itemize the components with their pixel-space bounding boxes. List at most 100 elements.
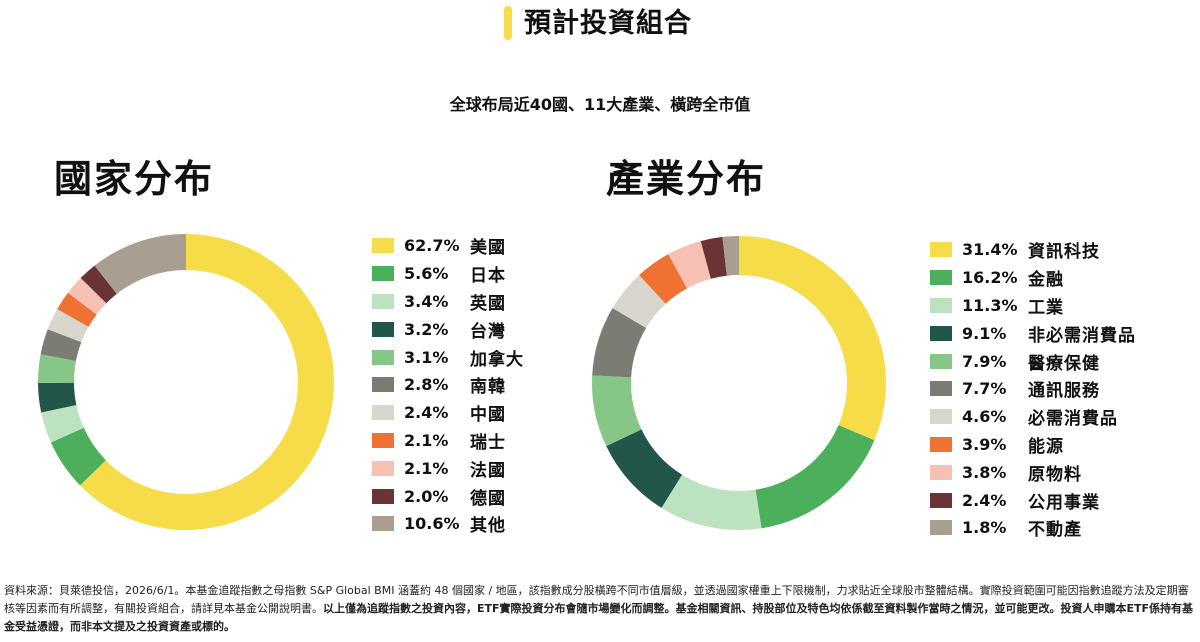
industry-legend-swatch (930, 325, 952, 341)
country-chart-title: 國家分布 (54, 157, 215, 201)
industry-legend-item: 9.1% 非必需消費品 (930, 319, 1136, 347)
industry-slice-0 (739, 236, 886, 441)
country-legend-swatch (372, 321, 394, 337)
footnote-source: 資料來源：貝萊德投信，2026/6/1。本基金追蹤指數之母指數 S&P Glob… (4, 584, 1189, 615)
country-legend-percent: 2.4% (404, 403, 449, 423)
country-legend-percent: 10.6% (404, 514, 460, 534)
country-legend-swatch (372, 293, 394, 309)
industry-legend-item: 11.3% 工業 (930, 292, 1136, 320)
industry-legend-label: 通訊服務 (1028, 381, 1100, 402)
country-legend-percent: 2.1% (404, 458, 449, 478)
country-legend-percent: 3.4% (404, 291, 449, 311)
industry-legend-swatch (930, 297, 952, 313)
industry-slice-7 (639, 254, 688, 304)
industry-legend-percent: 7.7% (962, 379, 1007, 399)
industry-legend-item: 3.9% 能源 (930, 431, 1136, 459)
industry-legend-label: 能源 (1028, 436, 1064, 457)
country-legend-swatch (372, 266, 394, 282)
country-legend-item: 5.6% 日本 (372, 260, 524, 288)
industry-slice-3 (606, 429, 683, 508)
country-legend-label: 法國 (470, 460, 506, 481)
industry-legend-percent: 16.2% (962, 268, 1018, 288)
country-legend-swatch (372, 432, 394, 448)
country-slice-10 (94, 234, 186, 294)
country-legend-swatch (372, 516, 394, 532)
industry-slice-5 (592, 308, 647, 378)
industry-legend-item: 7.9% 醫療保健 (930, 347, 1136, 375)
footnote-disclaimer: 以上僅為追蹤指數之投資內容，ETF實際投資分布會隨市場變化而調整。基金相關資訊、… (4, 602, 1194, 633)
country-slice-9 (80, 265, 117, 304)
industry-legend-percent: 11.3% (962, 295, 1018, 315)
country-slice-6 (47, 309, 89, 343)
country-legend-label: 中國 (470, 405, 506, 426)
country-legend-item: 3.2% 台灣 (372, 315, 524, 343)
country-legend-percent: 2.0% (404, 486, 449, 506)
industry-legend-item: 16.2% 金融 (930, 264, 1136, 292)
country-legend-percent: 2.8% (404, 375, 449, 395)
country-legend-percent: 2.1% (404, 430, 449, 450)
country-legend-swatch (372, 377, 394, 393)
title-accent-bar (504, 6, 512, 40)
country-legend-swatch (372, 488, 394, 504)
country-legend-percent: 62.7% (404, 236, 460, 256)
industry-legend-label: 金融 (1028, 270, 1064, 291)
country-slice-5 (40, 329, 82, 362)
page-title: 預計投資組合 (524, 8, 692, 39)
industry-legend-percent: 4.6% (962, 407, 1007, 427)
industry-legend-swatch (930, 464, 952, 480)
industry-legend-swatch (930, 436, 952, 452)
industry-legend-item: 1.8% 不動產 (930, 514, 1136, 542)
industry-slice-9 (700, 236, 727, 279)
country-legend-label: 瑞士 (470, 432, 506, 453)
page-header: 預計投資組合 (0, 4, 1200, 44)
industry-legend-percent: 3.9% (962, 434, 1007, 454)
country-legend-percent: 3.1% (404, 347, 449, 367)
industry-legend: 31.4% 資訊科技 16.2% 金融 11.3% 工業 9.1% 非必需消費品 7.9% 醫療保… (930, 236, 1136, 542)
country-legend-label: 美國 (470, 238, 506, 259)
industry-slice-2 (661, 474, 762, 530)
industry-legend-item: 7.7% 通訊服務 (930, 375, 1136, 403)
industry-slice-4 (592, 375, 642, 447)
country-slice-7 (57, 292, 97, 327)
country-legend-label: 台灣 (470, 321, 506, 342)
country-legend-swatch (372, 349, 394, 365)
industry-legend-label: 非必需消費品 (1028, 325, 1136, 346)
country-legend-label: 南韓 (470, 377, 506, 398)
industry-legend-label: 不動產 (1028, 520, 1082, 541)
industry-legend-label: 公用事業 (1028, 492, 1100, 513)
industry-legend-item: 31.4% 資訊科技 (930, 236, 1136, 264)
footnote: 資料來源：貝萊德投信，2026/6/1。本基金追蹤指數之母指數 S&P Glob… (4, 582, 1196, 636)
country-slice-8 (67, 278, 107, 315)
country-legend-percent: 5.6% (404, 264, 449, 284)
country-legend-swatch (372, 238, 394, 254)
country-legend-label: 日本 (470, 266, 506, 287)
industry-legend-swatch (930, 381, 952, 397)
industry-legend-swatch (930, 270, 952, 286)
country-legend-label: 德國 (470, 488, 506, 509)
country-slice-3 (38, 382, 77, 413)
industry-slice-10 (722, 236, 739, 276)
industry-slice-6 (612, 275, 666, 328)
country-slice-0 (80, 234, 335, 530)
country-legend-label: 英國 (470, 293, 506, 314)
industry-legend-label: 資訊科技 (1028, 242, 1100, 263)
country-legend-item: 2.4% 中國 (372, 399, 524, 427)
industry-legend-percent: 2.4% (962, 490, 1007, 510)
industry-slice-8 (668, 241, 711, 289)
country-legend-swatch (372, 460, 394, 476)
industry-legend-label: 必需消費品 (1028, 409, 1118, 430)
country-legend-item: 3.4% 英國 (372, 288, 524, 316)
country-legend-item: 2.1% 瑞士 (372, 427, 524, 455)
industry-legend-swatch (930, 242, 952, 258)
industry-legend-label: 原物料 (1028, 464, 1082, 485)
industry-legend-swatch (930, 353, 952, 369)
country-legend-label: 其他 (470, 516, 506, 537)
country-donut-chart (38, 234, 335, 530)
industry-legend-percent: 9.1% (962, 323, 1007, 343)
country-legend-item: 3.1% 加拿大 (372, 343, 524, 371)
country-legend-percent: 3.2% (404, 319, 449, 339)
industry-slice-1 (755, 425, 875, 529)
country-slice-4 (38, 354, 76, 383)
industry-legend-percent: 7.9% (962, 351, 1007, 371)
page-subtitle: 全球布局近40國、11大產業、橫跨全市值 (449, 95, 751, 114)
